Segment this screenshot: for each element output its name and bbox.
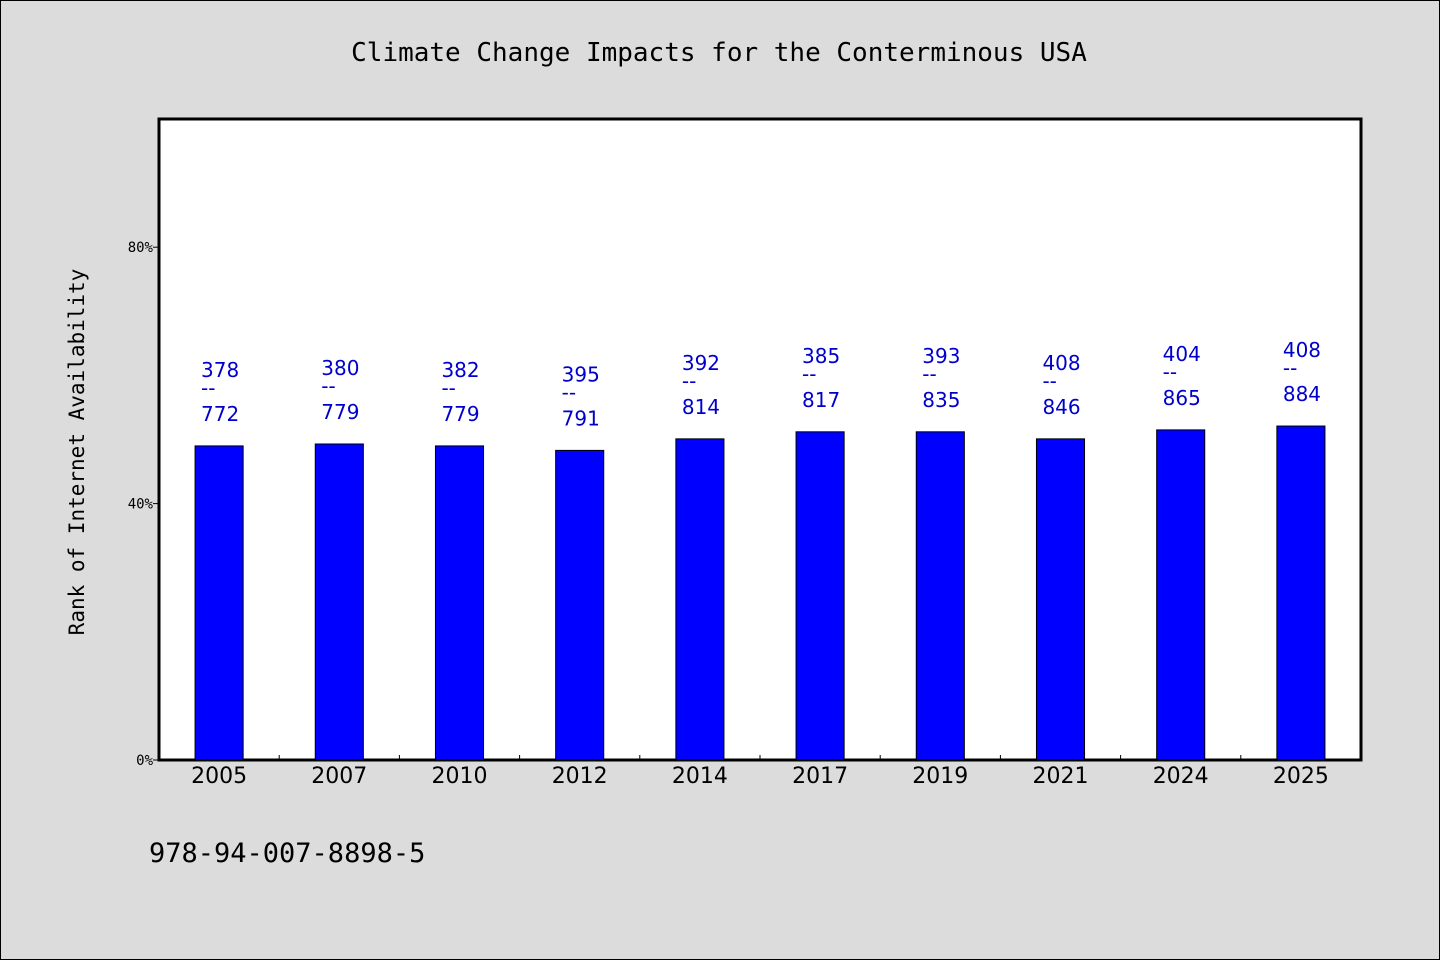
x-tick-label-2017: 2017 bbox=[792, 764, 848, 789]
data-label-bottom-2024: 865 bbox=[1163, 386, 1201, 410]
data-label-top-2014: 392 bbox=[682, 351, 720, 375]
x-tick-label-2021: 2021 bbox=[1033, 764, 1089, 789]
data-label-top-2019: 393 bbox=[922, 344, 960, 368]
data-label-separator-2010: -- bbox=[441, 376, 455, 400]
data-label-bottom-2019: 835 bbox=[922, 388, 960, 412]
x-tick-label-2007: 2007 bbox=[311, 764, 367, 789]
data-label-bottom-2021: 846 bbox=[1042, 395, 1080, 419]
y-axis: 0% 40% 80% bbox=[128, 240, 159, 769]
data-label-top-2025: 408 bbox=[1283, 338, 1321, 362]
bar-2007 bbox=[314, 443, 364, 761]
data-label-top-2010: 382 bbox=[441, 358, 479, 382]
x-tick-label-2010: 2010 bbox=[432, 764, 488, 789]
footnote-isbn: 978-94-007-8898-5 bbox=[149, 838, 425, 869]
x-tick-label-2005: 2005 bbox=[191, 764, 247, 789]
bars-group bbox=[194, 425, 1326, 761]
y-tick-label-80: 80% bbox=[128, 240, 154, 256]
bar-2014 bbox=[675, 438, 725, 761]
data-label-bottom-2025: 884 bbox=[1283, 382, 1321, 406]
data-label-bottom-2007: 779 bbox=[321, 400, 359, 424]
bar-2012 bbox=[555, 449, 605, 761]
data-label-separator-2021: -- bbox=[1042, 369, 1056, 393]
data-label-separator-2007: -- bbox=[321, 374, 335, 398]
data-label-bottom-2014: 814 bbox=[682, 395, 720, 419]
data-label-bottom-2017: 817 bbox=[802, 388, 840, 412]
data-label-top-2021: 408 bbox=[1042, 351, 1080, 375]
data-label-top-2017: 385 bbox=[802, 344, 840, 368]
bar-2010 bbox=[434, 445, 485, 761]
data-label-separator-2012: -- bbox=[562, 380, 576, 404]
bar-2024 bbox=[1156, 429, 1206, 761]
y-tick-label-0: 0% bbox=[136, 753, 153, 769]
data-label-top-2005: 378 bbox=[201, 358, 239, 382]
data-label-separator-2019: -- bbox=[922, 362, 936, 386]
bar-2021 bbox=[1035, 438, 1086, 761]
data-label-bottom-2012: 791 bbox=[562, 406, 600, 430]
x-tick-label-2024: 2024 bbox=[1153, 764, 1209, 789]
bar-2025 bbox=[1276, 425, 1326, 761]
data-label-top-2024: 404 bbox=[1163, 342, 1201, 366]
chart-title: Climate Change Impacts for the Contermin… bbox=[351, 38, 1087, 68]
data-labels-group: 378--772380--779382--779395--791392--814… bbox=[201, 338, 1321, 430]
bar-2005 bbox=[194, 445, 244, 761]
bar-2019 bbox=[915, 431, 965, 761]
x-tick-label-2019: 2019 bbox=[912, 764, 968, 789]
data-label-top-2007: 380 bbox=[321, 356, 359, 380]
y-axis-label: Rank of Internet Availability bbox=[65, 269, 89, 636]
x-axis: 2005 2007 2010 2012 2014 2017 2019 2021 2024 2025 bbox=[191, 755, 1329, 789]
data-label-bottom-2010: 779 bbox=[441, 402, 479, 426]
data-label-bottom-2005: 772 bbox=[201, 402, 239, 426]
data-label-top-2012: 395 bbox=[562, 362, 600, 386]
x-tick-label-2012: 2012 bbox=[552, 764, 608, 789]
data-label-separator-2014: -- bbox=[682, 369, 696, 393]
bar-2017 bbox=[795, 431, 845, 761]
data-label-separator-2024: -- bbox=[1163, 360, 1177, 384]
data-label-separator-2025: -- bbox=[1283, 356, 1297, 380]
y-tick-label-40: 40% bbox=[128, 497, 154, 513]
x-tick-label-2025: 2025 bbox=[1273, 764, 1329, 789]
data-label-separator-2005: -- bbox=[201, 376, 215, 400]
data-label-separator-2017: -- bbox=[802, 362, 816, 386]
x-tick-label-2014: 2014 bbox=[672, 764, 728, 789]
